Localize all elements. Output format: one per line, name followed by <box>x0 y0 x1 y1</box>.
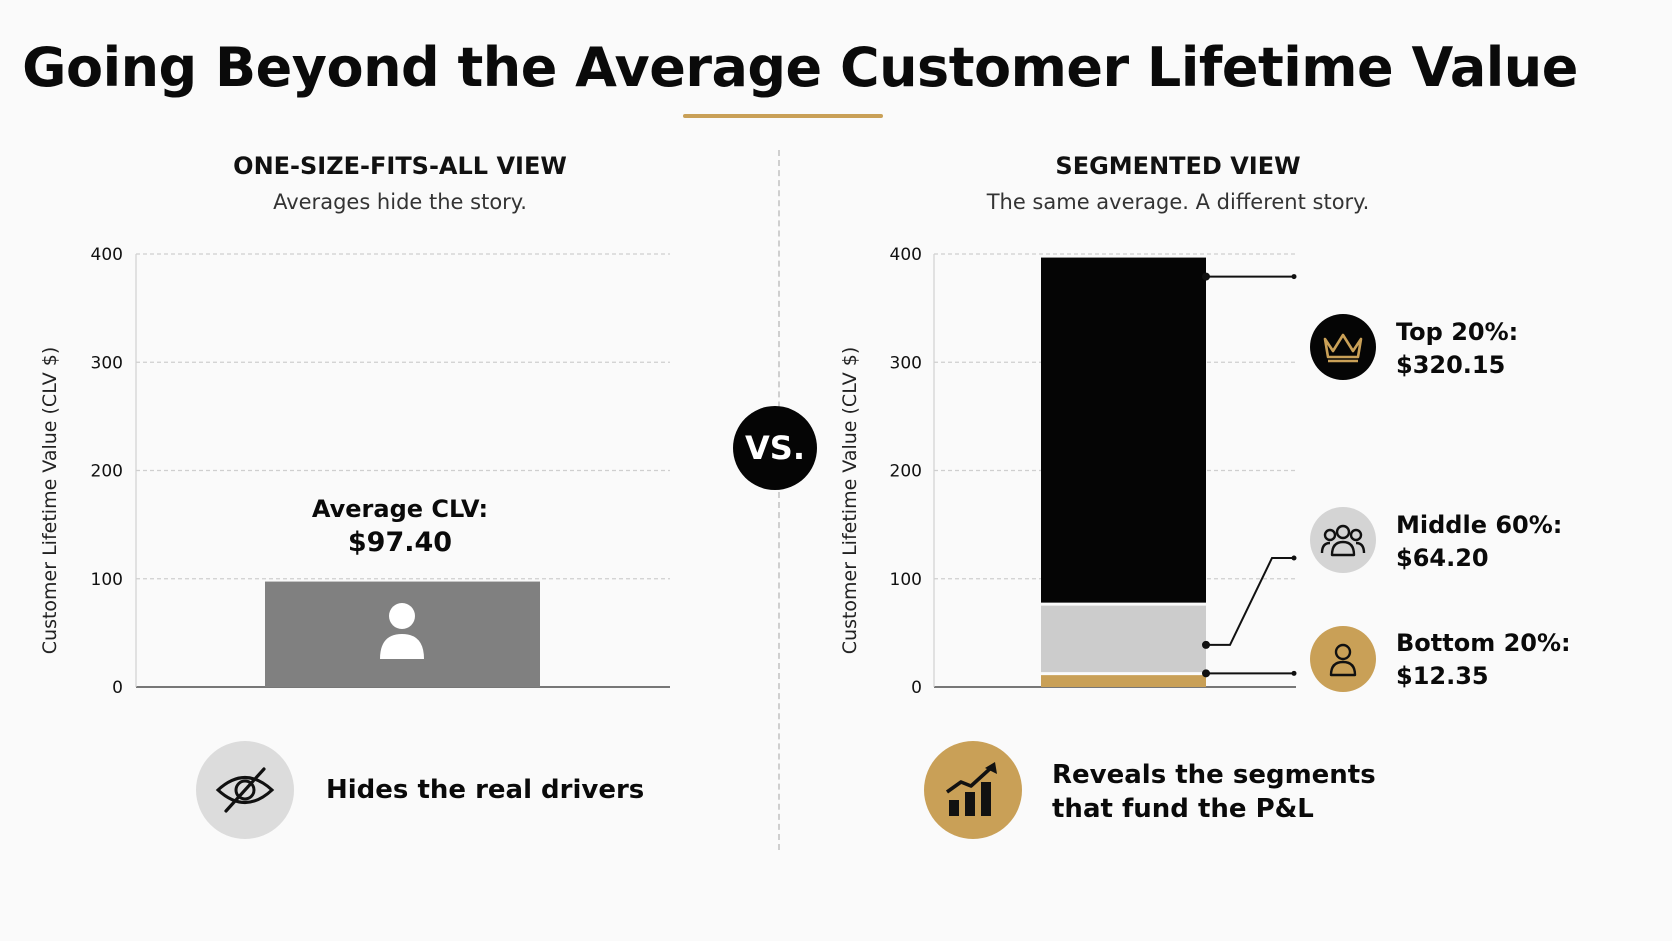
y-tick-label: 100 <box>890 570 922 590</box>
segment-middle-value: $64.20 <box>1396 544 1489 572</box>
eye-off-icon <box>196 741 294 839</box>
segment-top-name: Top 20%: <box>1396 318 1519 346</box>
right-footer-text: Reveals the segments that fund the P&L <box>1052 758 1376 826</box>
leader-dot-bottom <box>1202 669 1210 678</box>
average-annotation: Average CLV: $97.40 <box>250 492 550 560</box>
right-footer-line2: that fund the P&L <box>1052 794 1314 824</box>
left-panel-heading: ONE-SIZE-FITS-ALL VIEW <box>233 152 567 180</box>
segmented-clv-chart: 0 100 200 300 400 Customer Lifetime Value (CL… <box>839 245 1297 698</box>
left-panel-subheading: Averages hide the story. <box>273 190 527 214</box>
segment-bottom-name: Bottom 20%: <box>1396 629 1571 657</box>
left-footer-text: Hides the real drivers <box>326 775 645 805</box>
y-tick-label: 400 <box>890 245 922 265</box>
leader-end-middle <box>1291 555 1297 561</box>
segment-bar-middle-60 <box>1041 604 1206 674</box>
page-title: Going Beyond the Average Customer Lifeti… <box>22 36 1578 99</box>
segment-bar-top-20 <box>1041 257 1206 605</box>
leader-end-bottom <box>1291 670 1297 676</box>
average-clv-chart: 0 100 200 300 400 Customer Lifetime Value (CL… <box>39 245 670 698</box>
leader-dot-middle <box>1202 640 1210 649</box>
segment-top-label: Top 20%: $320.15 <box>1396 316 1518 382</box>
average-annotation-value: $97.40 <box>347 527 453 558</box>
y-tick-label: 0 <box>911 678 922 698</box>
y-axis-label: Customer Lifetime Value (CLV $) <box>839 347 861 654</box>
crown-icon <box>1310 314 1376 380</box>
leader-line-middle <box>1206 557 1294 646</box>
leader-end-top <box>1291 274 1297 280</box>
right-footer-line1: Reveals the segments <box>1052 760 1376 790</box>
segment-middle-label: Middle 60%: $64.20 <box>1396 509 1562 575</box>
y-tick-label: 300 <box>890 353 922 373</box>
segment-bottom-label: Bottom 20%: $12.35 <box>1396 627 1571 693</box>
user-icon <box>380 603 424 659</box>
average-annotation-label: Average CLV: <box>311 495 489 523</box>
y-axis-label: Customer Lifetime Value (CLV $) <box>39 347 61 654</box>
group-icon <box>1310 507 1376 573</box>
leader-dot-top <box>1202 272 1210 281</box>
y-tick-label: 300 <box>91 353 123 373</box>
y-tick-label: 200 <box>890 462 922 482</box>
right-panel-subheading: The same average. A different story. <box>986 190 1370 214</box>
y-tick-label: 100 <box>91 570 123 590</box>
person-icon <box>1310 626 1376 692</box>
segment-middle-name: Middle 60%: <box>1396 511 1563 539</box>
y-tick-label: 400 <box>91 245 123 265</box>
segment-bar-bottom-20 <box>1041 673 1206 687</box>
title-underline <box>683 114 883 118</box>
vs-badge: VS. <box>733 406 817 490</box>
panel-divider <box>778 150 780 850</box>
segment-bottom-value: $12.35 <box>1396 662 1489 690</box>
y-tick-label: 0 <box>112 678 123 698</box>
segment-top-value: $320.15 <box>1396 351 1506 379</box>
y-tick-label: 200 <box>91 462 123 482</box>
right-panel-heading: SEGMENTED VIEW <box>1055 152 1301 180</box>
bar-chart-trend-icon <box>924 741 1022 839</box>
